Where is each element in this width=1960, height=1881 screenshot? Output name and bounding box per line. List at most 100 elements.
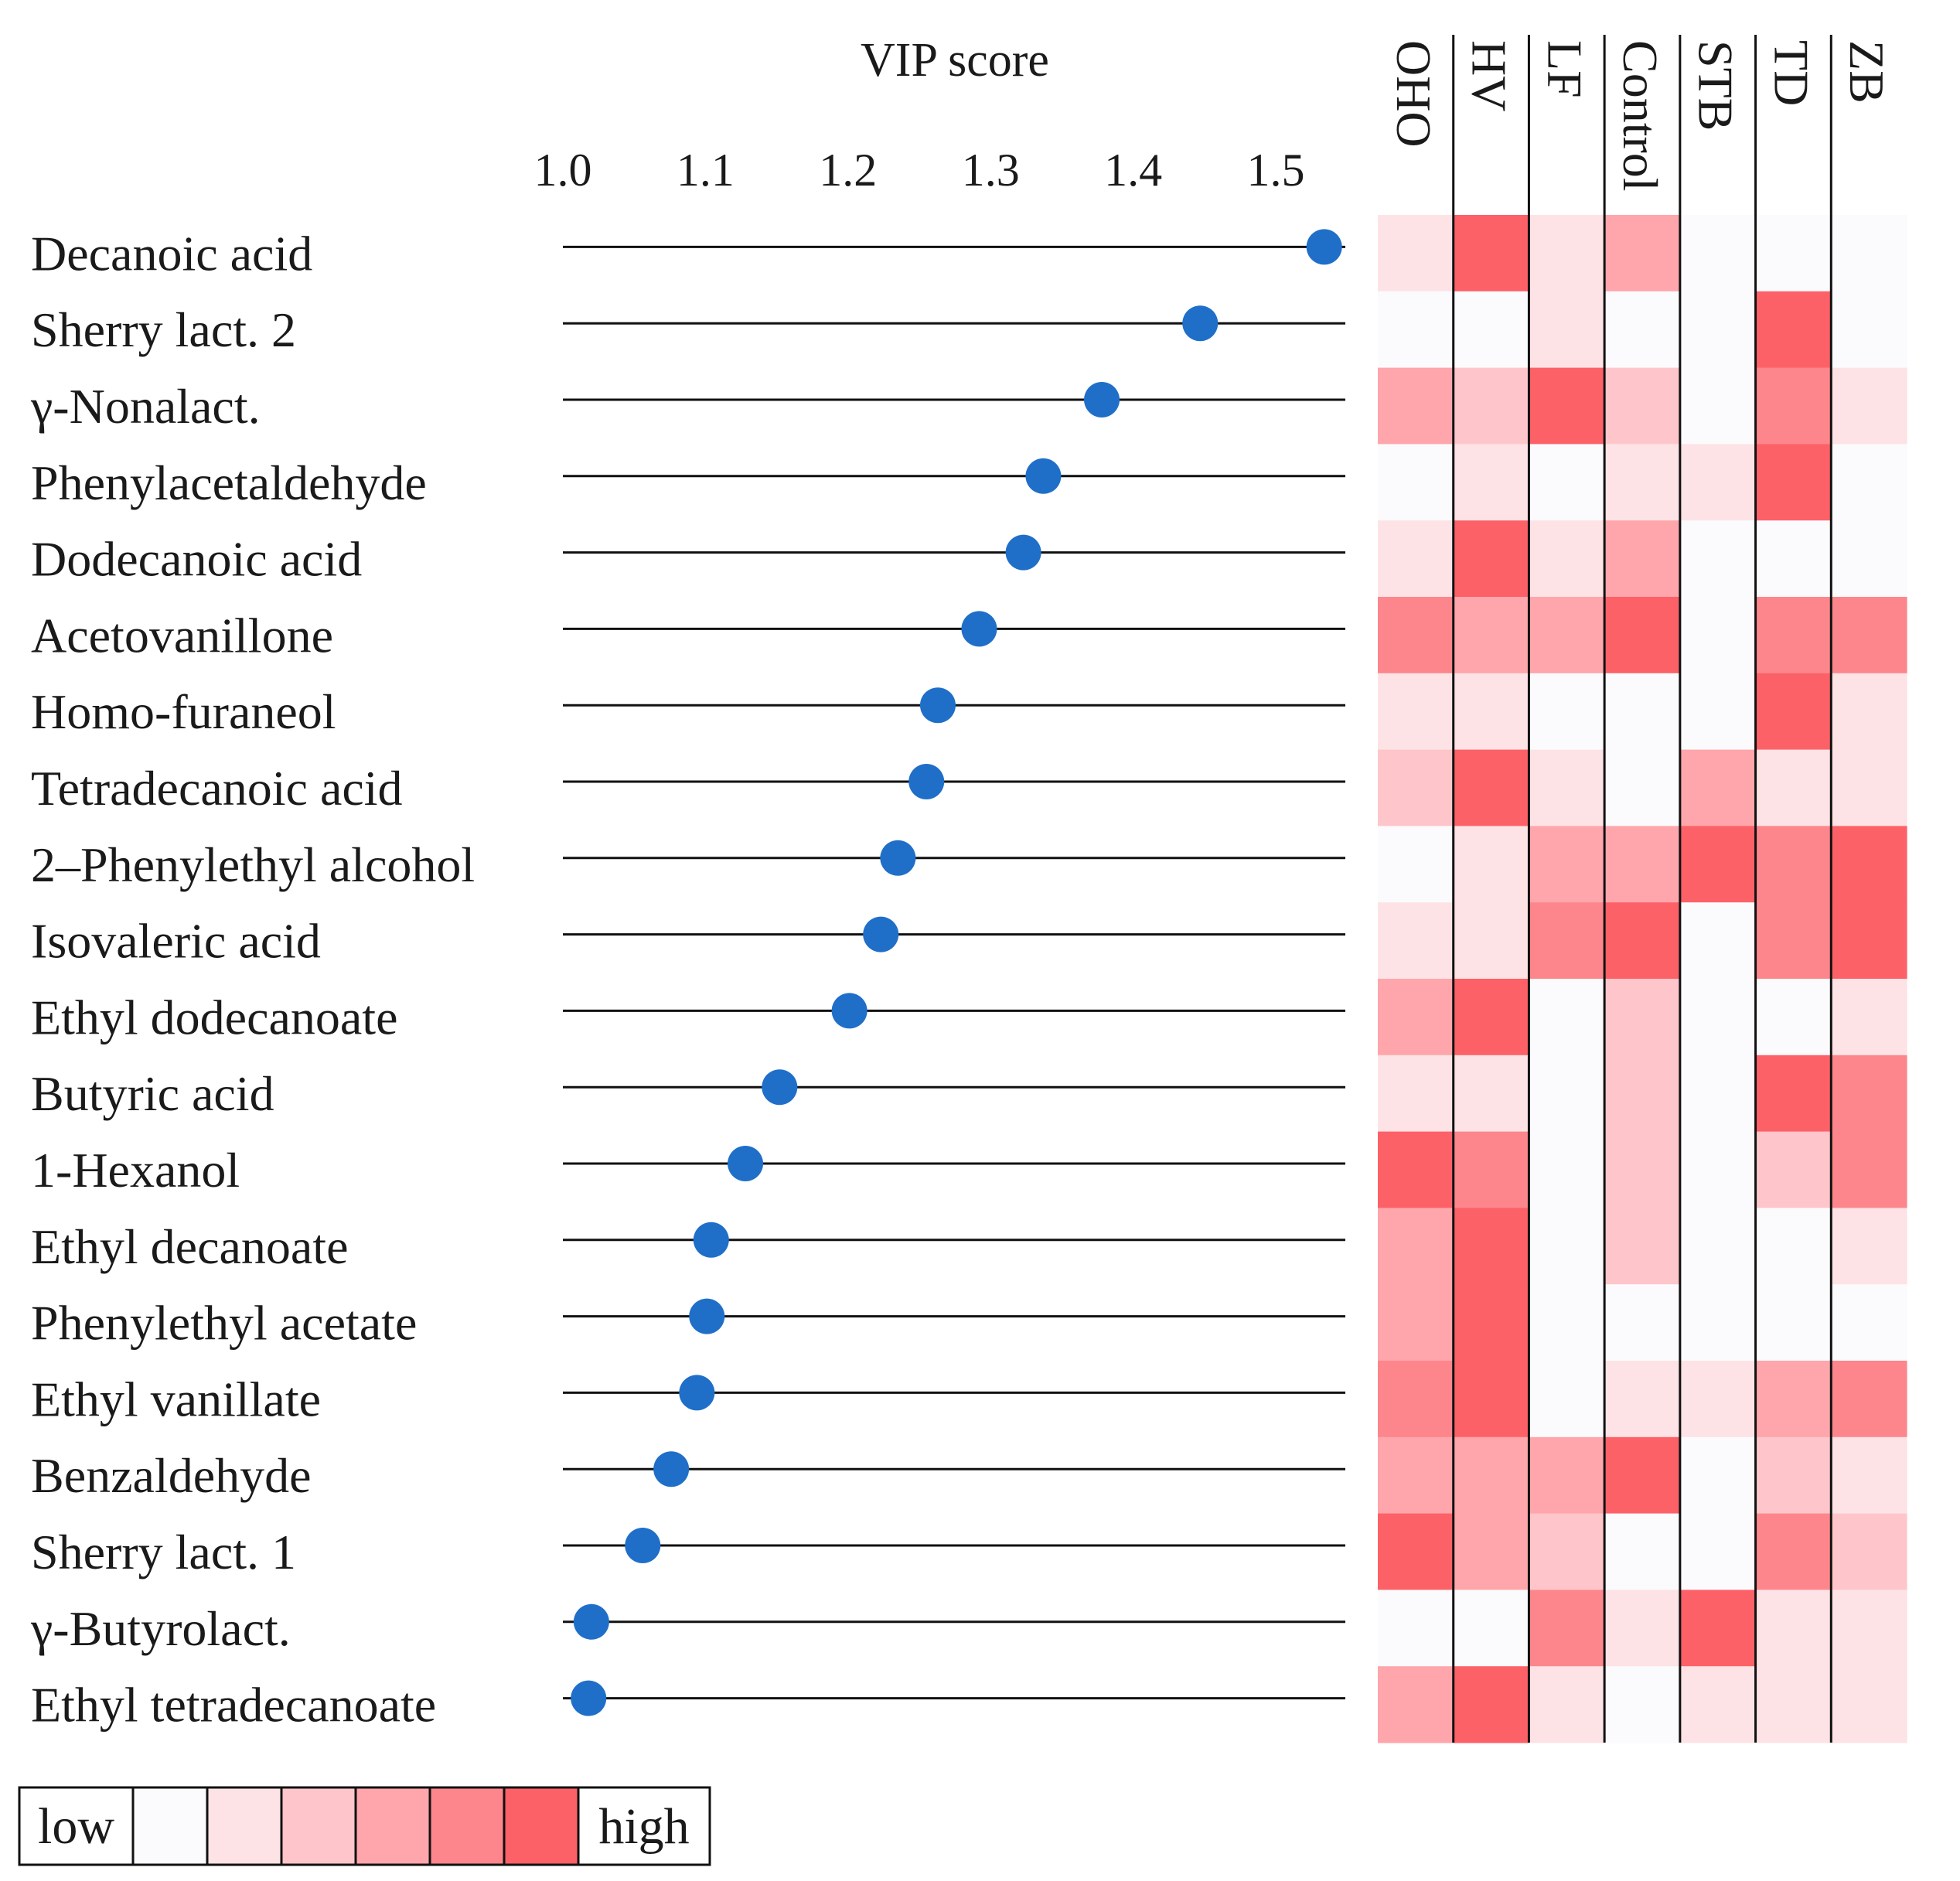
- row-label: Isovaleric acid: [31, 914, 321, 969]
- heatmap-cell: [1604, 1131, 1681, 1208]
- vip-point: [1025, 458, 1062, 494]
- vip-point: [863, 916, 899, 952]
- heatmap-cell: [1378, 1361, 1454, 1438]
- heatmap-cell: [1679, 367, 1757, 445]
- vip-tick-label: 1.3: [962, 145, 1020, 196]
- heatmap-cell: [1679, 520, 1757, 598]
- heatmap-cell: [1755, 1055, 1832, 1133]
- heatmap-cell: [1755, 520, 1832, 598]
- heatmap-cell: [1529, 444, 1605, 521]
- heatmap-column-label: TD: [1764, 40, 1819, 106]
- heatmap-cell: [1755, 1666, 1832, 1743]
- legend-swatch: [280, 1786, 357, 1866]
- heatmap-cell: [1831, 1666, 1907, 1743]
- heatmap-cell: [1679, 1361, 1757, 1438]
- heatmap-cell: [1378, 1055, 1454, 1133]
- vip-point: [908, 764, 945, 799]
- heatmap-cell: [1831, 826, 1907, 903]
- heatmap-cell: [1453, 1055, 1530, 1133]
- legend-high-label: high: [598, 1798, 689, 1855]
- heatmap-cell: [1529, 1513, 1605, 1590]
- heatmap-cell: [1604, 444, 1681, 521]
- heatmap-cell: [1529, 902, 1605, 980]
- heatmap-cell: [1679, 1284, 1757, 1361]
- heatmap-column-label: Control: [1613, 40, 1668, 192]
- legend-swatch: [206, 1786, 283, 1866]
- heatmap-cell: [1604, 520, 1681, 598]
- heatmap-cell: [1755, 1208, 1832, 1285]
- legend-low-label: low: [38, 1798, 114, 1855]
- heatmap-cell: [1453, 1131, 1530, 1208]
- row-label: γ-Butyrolact.: [30, 1601, 291, 1656]
- heatmap-cell: [1453, 291, 1530, 369]
- heatmap-cell: [1831, 597, 1907, 674]
- row-label: Benzaldehyde: [31, 1448, 312, 1503]
- heatmap-cell: [1378, 1513, 1454, 1590]
- heatmap-cell: [1755, 902, 1832, 980]
- heatmap-cell: [1529, 1666, 1605, 1743]
- heatmap-cell: [1831, 902, 1907, 980]
- heatmap-cell: [1604, 1666, 1681, 1743]
- heatmap-cell: [1378, 673, 1454, 751]
- vip-rows: Decanoic acid Sherry lact. 2 γ-Nonalact. Ph…: [30, 226, 1345, 1733]
- heatmap-cell: [1453, 215, 1530, 292]
- heatmap-cell: [1453, 597, 1530, 674]
- row-label: Decanoic acid: [31, 226, 312, 281]
- heatmap-cell: [1604, 215, 1681, 292]
- heatmap-cell: [1604, 1208, 1681, 1285]
- row-label: γ-Nonalact.: [30, 379, 261, 434]
- vip-point: [919, 687, 956, 724]
- vip-tick-label: 1.0: [534, 145, 592, 196]
- heatmap-cell: [1378, 902, 1454, 980]
- vip-point: [653, 1451, 690, 1487]
- heatmap-cell: [1453, 749, 1530, 826]
- heatmap-cell: [1679, 902, 1757, 980]
- row-label: Phenylethyl acetate: [31, 1296, 417, 1351]
- row-label: Dodecanoic acid: [31, 532, 362, 587]
- heatmap-cell: [1378, 215, 1454, 292]
- heatmap-cell: [1755, 291, 1832, 369]
- heatmap-cell: [1755, 1131, 1832, 1208]
- heatmap-cell: [1378, 444, 1454, 521]
- heatmap-cell: [1831, 367, 1907, 445]
- heatmap-column-label: OHO: [1386, 40, 1441, 148]
- heatmap-cell: [1453, 367, 1530, 445]
- heatmap-cell: [1604, 1055, 1681, 1133]
- heatmap-cell: [1679, 1436, 1757, 1515]
- heatmap-cell: [1679, 1590, 1757, 1667]
- heatmap-cell: [1604, 1361, 1681, 1438]
- row-label: Ethyl dodecanoate: [31, 990, 397, 1044]
- heatmap-cell: [1378, 1590, 1454, 1667]
- heatmap-cell: [1378, 520, 1454, 598]
- heatmap-cell: [1604, 1513, 1681, 1590]
- heatmap-cell: [1378, 1208, 1454, 1285]
- heatmap-cell: [1604, 1284, 1681, 1361]
- row-label: 1-Hexanol: [31, 1143, 240, 1198]
- heatmap-cell: [1529, 1131, 1605, 1208]
- heatmap-cell: [1453, 520, 1530, 598]
- heatmap-cell: [1529, 979, 1605, 1056]
- heatmap-cell: [1529, 749, 1605, 826]
- heatmap-cell: [1529, 1590, 1605, 1667]
- vip-point: [625, 1528, 661, 1563]
- heatmap-cell: [1378, 979, 1454, 1056]
- heatmap-cell: [1529, 1208, 1605, 1285]
- heatmap-cell: [1831, 1590, 1907, 1667]
- heatmap-cell: [1679, 1131, 1757, 1208]
- heatmap-cell: [1679, 444, 1757, 521]
- heatmap-cell: [1604, 826, 1681, 903]
- row-label: Ethyl decanoate: [31, 1219, 348, 1274]
- heatmap-cell: [1831, 215, 1907, 292]
- heatmap-cell: [1679, 291, 1757, 369]
- heatmap-cell: [1679, 1513, 1757, 1590]
- vip-point: [831, 993, 868, 1029]
- heatmap-cell: [1529, 367, 1605, 445]
- heatmap-cell: [1755, 215, 1832, 292]
- vip-tick-label: 1.5: [1247, 145, 1305, 196]
- heatmap-cell: [1755, 597, 1832, 674]
- heatmap-cell: [1831, 1361, 1907, 1438]
- heatmap-cell: [1755, 1436, 1832, 1515]
- heatmap-cell: [1755, 673, 1832, 751]
- heatmap-cell: [1378, 1436, 1454, 1515]
- heatmap-cell: [1755, 979, 1832, 1056]
